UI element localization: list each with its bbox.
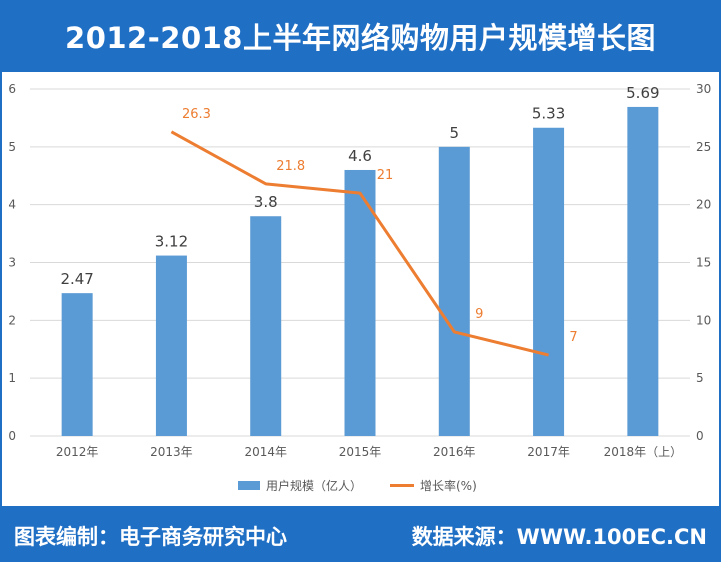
x-tick-label: 2017年 bbox=[527, 445, 570, 459]
y-left-tick-label: 1 bbox=[8, 371, 16, 385]
y-right-tick-label: 5 bbox=[696, 371, 704, 385]
y-left-tick-label: 4 bbox=[8, 198, 16, 212]
bar-data-label: 5.69 bbox=[626, 84, 659, 102]
bar bbox=[155, 255, 187, 436]
x-tick-label: 2016年 bbox=[433, 445, 476, 459]
footer-credit: 图表编制：电子商务研究中心 bbox=[14, 525, 287, 549]
line-data-label: 21 bbox=[377, 168, 394, 183]
x-tick-label: 2014年 bbox=[244, 445, 287, 459]
y-right-tick-label: 15 bbox=[696, 256, 711, 270]
bar bbox=[250, 216, 282, 436]
line-data-label: 26.3 bbox=[182, 107, 211, 122]
y-right-tick-label: 30 bbox=[696, 82, 711, 96]
line-data-label: 9 bbox=[475, 307, 483, 322]
legend-label-users: 用户规模（亿人） bbox=[266, 478, 362, 493]
footer-banner: 图表编制：电子商务研究中心 数据来源：WWW.100EC.CN bbox=[0, 506, 721, 562]
legend-label-growth: 增长率(%) bbox=[420, 478, 477, 493]
y-right-tick-label: 20 bbox=[696, 198, 711, 212]
bar-data-label: 5 bbox=[450, 124, 460, 142]
bar bbox=[533, 127, 565, 436]
x-tick-label: 2018年（上） bbox=[604, 445, 683, 459]
y-left-tick-label: 3 bbox=[8, 256, 16, 270]
bar-data-label: 3.8 bbox=[254, 193, 278, 211]
x-tick-label: 2013年 bbox=[150, 445, 193, 459]
legend-swatch-bar bbox=[238, 481, 260, 490]
y-left-tick-label: 6 bbox=[8, 82, 16, 96]
y-left-tick-label: 5 bbox=[8, 140, 16, 154]
bar bbox=[627, 106, 659, 436]
chart-svg: 0 1 2 3 4 5 6 0 5 10 15 20 25 30 2.47 3.12 3.8 4.6 5 5.33 5.… bbox=[8, 82, 711, 493]
y-right-tick-label: 25 bbox=[696, 140, 711, 154]
line-data-label: 21.8 bbox=[276, 159, 305, 174]
line-data-label: 7 bbox=[569, 330, 577, 345]
bar bbox=[61, 293, 93, 436]
footer-source: 数据来源：WWW.100EC.CN bbox=[411, 525, 707, 549]
y-right-tick-label: 10 bbox=[696, 313, 711, 327]
bar-data-label: 3.12 bbox=[155, 233, 188, 251]
y-left-tick-label: 0 bbox=[8, 429, 16, 443]
x-tick-label: 2012年 bbox=[56, 445, 99, 459]
x-tick-label: 2015年 bbox=[339, 445, 382, 459]
y-right-tick-label: 0 bbox=[696, 429, 704, 443]
bar-data-label: 4.6 bbox=[348, 147, 372, 165]
bar-data-label: 2.47 bbox=[60, 270, 93, 288]
bar-data-label: 5.33 bbox=[532, 105, 565, 123]
plot-area: 0 1 2 3 4 5 6 0 5 10 15 20 25 30 2.47 3.12 3.8 4.6 5 5.33 5.… bbox=[2, 72, 719, 506]
chart-title: 2012-2018上半年网络购物用户规模增长图 bbox=[0, 0, 721, 72]
bar bbox=[344, 169, 376, 436]
y-left-tick-label: 2 bbox=[8, 313, 16, 327]
bar bbox=[438, 146, 470, 436]
